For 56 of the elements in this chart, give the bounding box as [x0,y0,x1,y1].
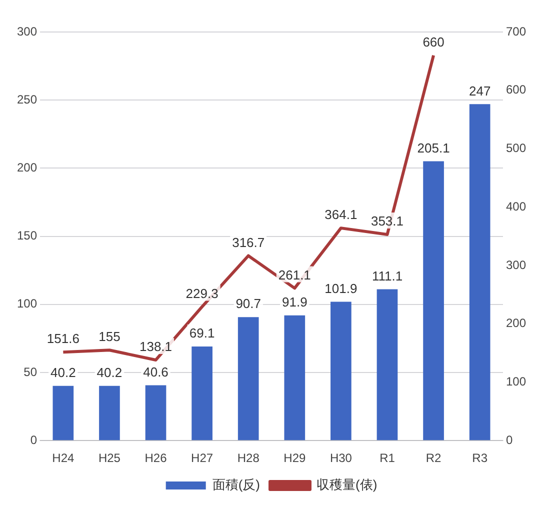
data-label: 90.7 [236,296,262,312]
legend-label: 面積(反) [212,477,260,492]
data-label: 40.6 [143,364,168,380]
x-tick-label: H26 [144,451,168,466]
data-label: 261.1 [278,267,311,282]
x-tick-label: R2 [426,451,442,466]
data-label: 155 [98,329,120,344]
data-label: 205.1 [417,140,450,156]
y2-tick-label: 100 [506,374,526,389]
data-label: 364.1 [324,207,358,222]
data-label: 69.1 [189,326,215,341]
y-tick-label: 200 [16,160,38,175]
y-tick-label: 150 [16,228,38,243]
bar [52,386,74,440]
x-tick-label: R1 [380,451,396,466]
x-tick-label: R3 [472,451,488,466]
data-label: 353.1 [370,214,404,229]
bar [192,346,212,440]
data-label: 151.6 [46,331,80,346]
data-label: 138.1 [139,339,172,354]
x-tick-label: H29 [284,451,306,466]
x-tick-label: H24 [52,451,74,466]
x-tick-label: H28 [237,451,260,466]
data-label: 101.9 [324,280,358,296]
data-label: 40.2 [96,364,122,380]
data-label: 91.9 [282,294,308,310]
bar [330,302,352,440]
y-tick-label: 50 [24,364,38,379]
y2-tick-label: 0 [506,432,513,447]
y-tick-label: 0 [30,432,38,447]
x-tick-label: H27 [191,451,214,466]
y2-tick-label: 700 [506,24,526,38]
y2-tick-label: 600 [506,82,526,97]
x-tick-label: H25 [98,451,121,466]
bar [238,317,259,440]
y-tick-label: 250 [16,92,38,106]
y-tick-label: 300 [16,24,38,38]
y2-tick-label: 200 [506,316,526,330]
data-label: 111.1 [372,268,403,284]
bar [376,289,398,440]
legend-label: 収穫量(俵) [316,477,378,492]
x-tick-label: H30 [330,451,352,466]
data-label: 247 [468,83,491,98]
data-label: 660 [422,34,444,50]
data-label: 316.7 [232,234,265,250]
data-label: 40.2 [50,364,76,380]
y2-tick-label: 500 [506,141,526,156]
bar [469,104,490,440]
bar [145,385,166,440]
bar [423,161,444,440]
y2-tick-label: 400 [506,199,526,214]
data-label: 229.3 [186,286,218,301]
y-tick-label: 100 [16,296,38,311]
bar [284,315,306,440]
y2-tick-label: 300 [506,258,526,272]
bar [99,386,120,440]
